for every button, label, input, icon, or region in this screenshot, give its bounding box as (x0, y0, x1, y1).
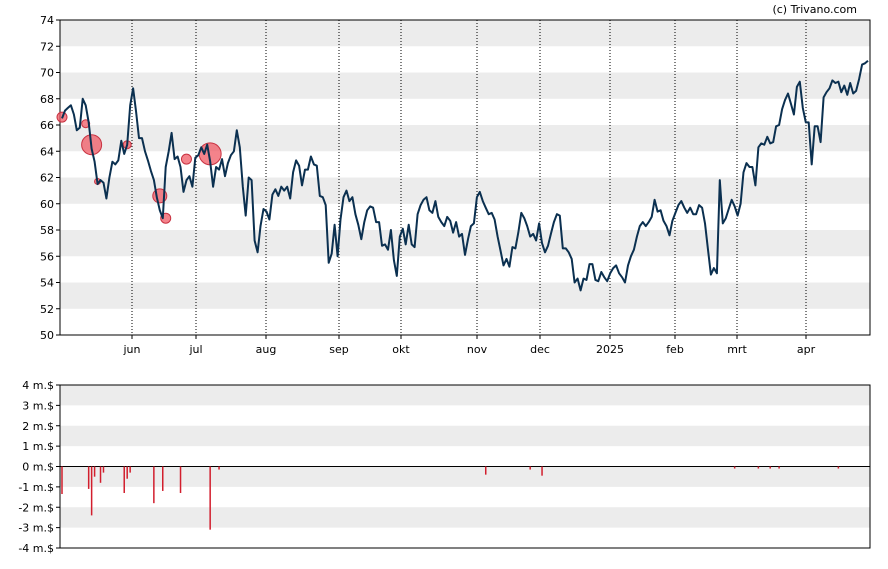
price-x-tick-label: jul (188, 343, 202, 356)
price-y-tick-label: 54 (40, 277, 54, 290)
price-band (60, 177, 870, 204)
volume-y-tick-label: -1 m.$ (18, 481, 54, 494)
price-y-axis-ticks: 50 52 54 56 58 60 62 64 66 68 70 72 74 (40, 14, 60, 342)
volume-bar (529, 466, 531, 470)
price-y-tick-label: 62 (40, 172, 54, 185)
price-y-tick-label: 52 (40, 303, 54, 316)
volume-bar (769, 466, 771, 469)
volume-bars (61, 466, 840, 530)
volume-bar (837, 466, 840, 469)
volume-band (60, 507, 870, 528)
price-y-tick-label: 74 (40, 14, 54, 27)
price-x-tick-label: mrt (727, 343, 747, 356)
volume-bar (153, 466, 155, 504)
volume-band (60, 466, 870, 487)
price-x-tick-label: apr (797, 343, 816, 356)
volume-bar (126, 466, 128, 479)
volume-bar (87, 466, 90, 489)
volume-y-axis-ticks: -4 m.$ -3 m.$ -2 m.$ -1 m.$ 0 m.$ 1 m.$ 2 m.$ 3… (18, 379, 60, 555)
price-band (60, 282, 870, 309)
price-line (61, 59, 869, 292)
volume-bar (541, 466, 543, 476)
volume-bar (99, 466, 102, 483)
price-x-tick-label: sep (329, 343, 348, 356)
volume-bar (778, 466, 780, 469)
price-y-tick-label: 56 (40, 250, 54, 263)
volume-y-tick-label: -4 m.$ (18, 542, 54, 555)
volume-y-tick-label: -2 m.$ (18, 501, 54, 514)
price-x-tick-label: 2025 (596, 343, 624, 356)
price-x-tick-label: feb (666, 343, 684, 356)
volume-y-tick-label: 4 m.$ (22, 379, 54, 392)
copyright-label: (c) Trivano.com (772, 3, 857, 16)
volume-bar (757, 466, 760, 469)
price-y-tick-label: 68 (40, 93, 54, 106)
price-series (61, 59, 869, 292)
volume-y-tick-label: 2 m.$ (22, 420, 54, 433)
price-y-tick-label: 50 (40, 329, 54, 342)
volume-bar (209, 466, 211, 530)
price-band (60, 125, 870, 152)
volume-y-tick-label: -3 m.$ (18, 522, 54, 535)
price-x-tick-label: aug (256, 343, 277, 356)
price-x-tick-label: nov (467, 343, 488, 356)
price-chart-bands (60, 20, 870, 309)
price-x-tick-label: dec (530, 343, 550, 356)
insider-marker (180, 153, 192, 165)
volume-bar (61, 466, 63, 495)
volume-bar (218, 466, 220, 470)
volume-y-tick-label: 1 m.$ (22, 440, 54, 453)
price-y-tick-label: 58 (40, 224, 54, 237)
price-y-tick-label: 70 (40, 67, 54, 80)
price-x-tick-label: jun (123, 343, 141, 356)
volume-bar (102, 466, 105, 473)
volume-band (60, 425, 870, 447)
volume-bar (93, 466, 96, 477)
volume-band (60, 385, 870, 406)
price-y-tick-label: 60 (40, 198, 54, 211)
price-band (60, 72, 870, 99)
volume-bar (162, 466, 164, 491)
price-x-tick-label: okt (392, 343, 410, 356)
price-y-tick-label: 66 (40, 119, 54, 132)
volume-bar (129, 466, 131, 473)
price-y-tick-label: 64 (40, 145, 54, 158)
volume-bar (484, 466, 487, 475)
volume-bar (90, 466, 93, 516)
volume-bar (733, 466, 736, 469)
volume-y-tick-label: 3 m.$ (22, 399, 54, 412)
volume-bar (123, 466, 125, 493)
volume-y-tick-label: 0 m.$ (22, 461, 54, 474)
volume-chart-bands (60, 385, 870, 528)
price-y-tick-label: 72 (40, 40, 54, 53)
price-band (60, 20, 870, 47)
price-x-axis-ticks: jun jul aug sep okt nov dec 2025 feb mrt apr (123, 335, 816, 356)
volume-bar (179, 466, 182, 493)
